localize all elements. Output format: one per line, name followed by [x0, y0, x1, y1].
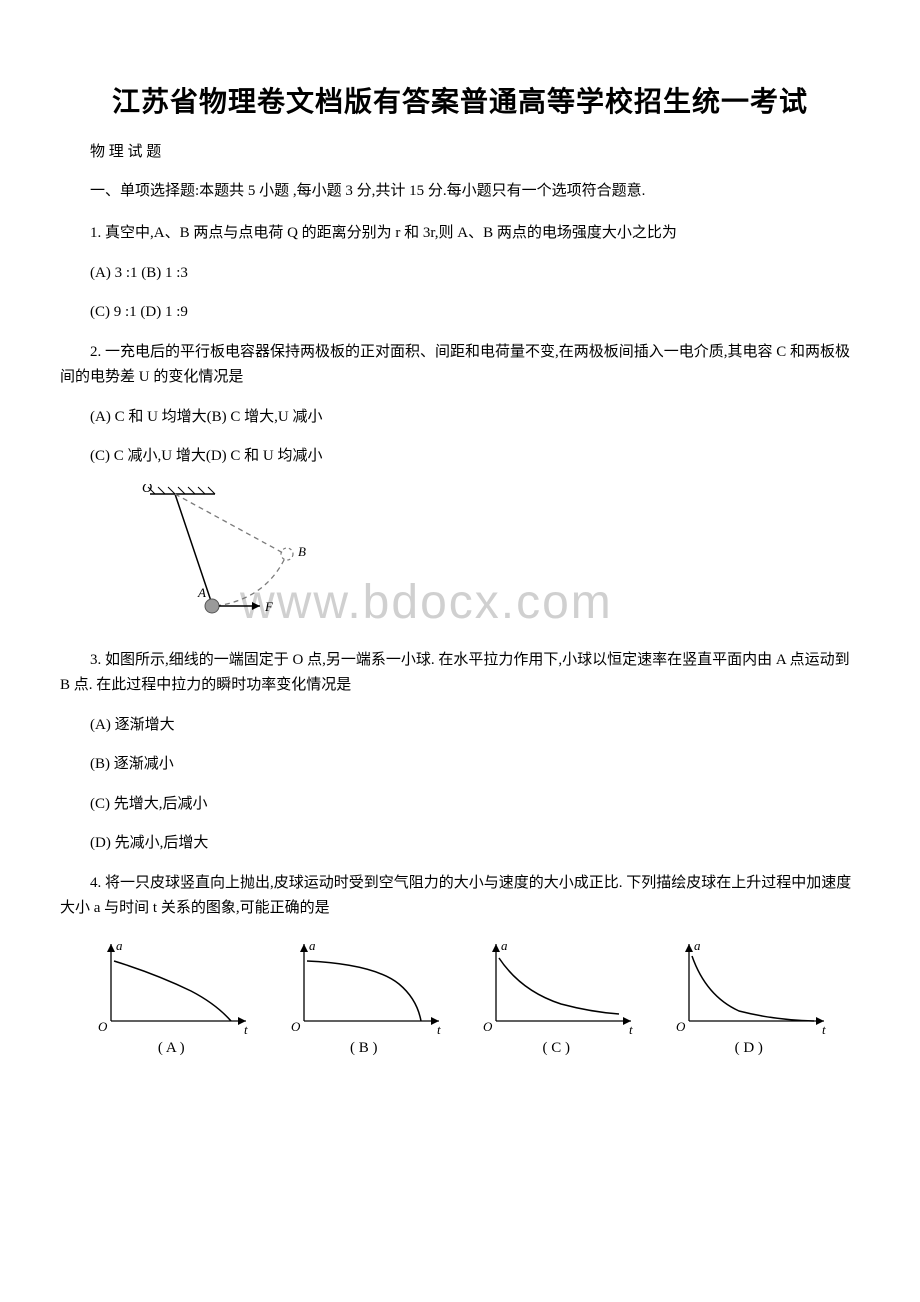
svg-text:t: t [822, 1022, 826, 1036]
chart-d-label: ( D ) [735, 1040, 763, 1057]
document-subtitle: 物 理 试 题 [60, 140, 860, 161]
question-3-figure: O A B F [120, 484, 860, 634]
svg-text:a: a [309, 938, 316, 953]
question-3-option-c: (C) 先增大,后减小 [60, 792, 860, 818]
svg-text:a: a [501, 938, 508, 953]
question-1-options-line2: (C) 9 :1 (D) 1 :9 [60, 300, 860, 326]
figure-label-b: B [298, 544, 306, 559]
chart-b-label: ( B ) [350, 1040, 378, 1057]
svg-text:t: t [629, 1022, 633, 1036]
question-2-options-line2: (C) C 减小,U 增大(D) C 和 U 均减小 [60, 444, 860, 470]
chart-b: a t O ( B ) [279, 936, 449, 1057]
question-3-option-d: (D) 先减小,后增大 [60, 831, 860, 857]
svg-text:O: O [483, 1019, 493, 1034]
document-content: 江苏省物理卷文档版有答案普通高等学校招生统一考试 物 理 试 题 一、单项选择题… [60, 80, 860, 1057]
svg-text:O: O [291, 1019, 301, 1034]
question-3-option-a: (A) 逐渐增大 [60, 713, 860, 739]
svg-text:t: t [437, 1022, 441, 1036]
svg-text:t: t [244, 1022, 248, 1036]
figure-label-o: O [142, 484, 152, 496]
chart-d: a t O ( D ) [664, 936, 834, 1057]
document-title: 江苏省物理卷文档版有答案普通高等学校招生统一考试 [60, 80, 860, 120]
figure-label-a: A [197, 585, 206, 600]
figure-label-f: F [264, 599, 274, 614]
section-header: 一、单项选择题:本题共 5 小题 ,每小题 3 分,共计 15 分.每小题只有一… [60, 179, 860, 203]
chart-a: a t O ( A ) [86, 936, 256, 1057]
svg-text:O: O [676, 1019, 686, 1034]
question-3-option-b: (B) 逐渐减小 [60, 752, 860, 778]
question-2-text: 2. 一充电后的平行板电容器保持两极板的正对面积、间距和电荷量不变,在两极板间插… [60, 340, 860, 391]
svg-text:O: O [98, 1019, 108, 1034]
question-3-text: 3. 如图所示,细线的一端固定于 O 点,另一端系一小球. 在水平拉力作用下,小… [60, 648, 860, 699]
question-4-charts: a t O ( A ) a t O ( B ) [80, 936, 840, 1057]
question-1-options-line1: (A) 3 :1 (B) 1 :3 [60, 261, 860, 287]
chart-c: a t O ( C ) [471, 936, 641, 1057]
question-4-text: 4. 将一只皮球竖直向上抛出,皮球运动时受到空气阻力的大小与速度的大小成正比. … [60, 871, 860, 922]
svg-text:a: a [116, 938, 123, 953]
question-2-options-line1: (A) C 和 U 均增大(B) C 增大,U 减小 [60, 405, 860, 431]
chart-a-label: ( A ) [158, 1040, 185, 1057]
question-1-text: 1. 真空中,A、B 两点与点电荷 Q 的距离分别为 r 和 3r,则 A、B … [60, 221, 860, 247]
svg-text:a: a [694, 938, 701, 953]
chart-c-label: ( C ) [543, 1040, 571, 1057]
